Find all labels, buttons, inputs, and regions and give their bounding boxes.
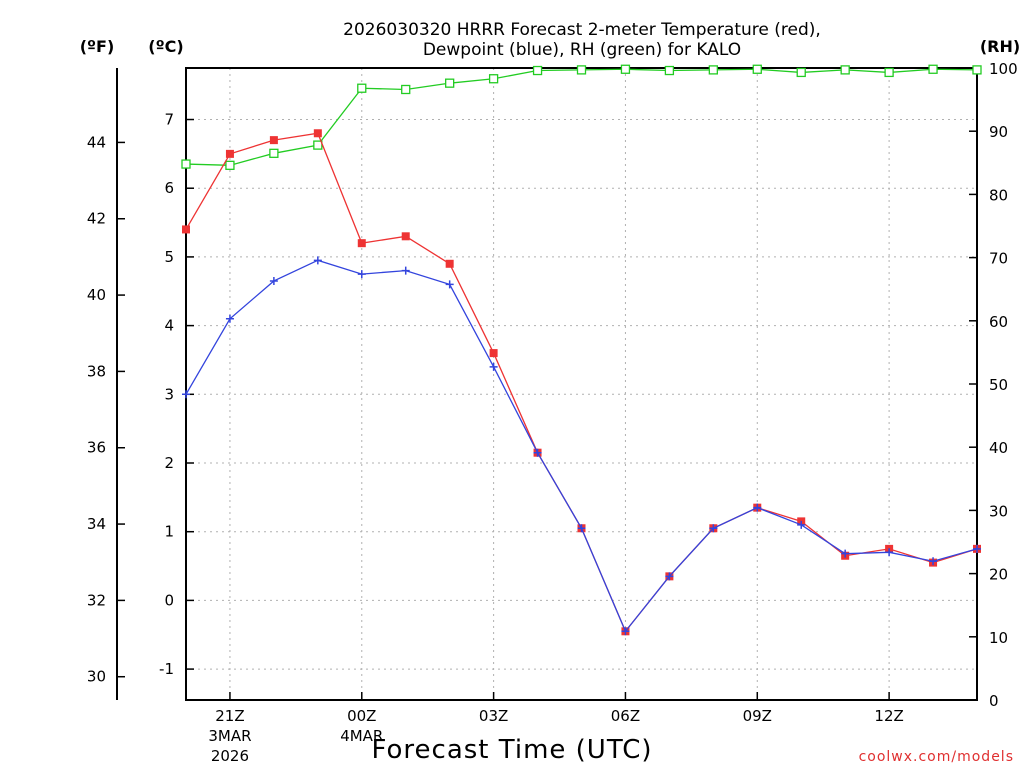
rh-point xyxy=(532,65,543,76)
rh-point xyxy=(708,65,718,75)
rh-tick-label: 80 xyxy=(989,186,1008,204)
fahrenheit-tick-label: 36 xyxy=(87,439,106,457)
rh-unit-label: (RH) xyxy=(980,37,1020,56)
dewpoint-point xyxy=(533,448,542,457)
rh-point xyxy=(620,64,631,74)
fahrenheit-tick-label: 38 xyxy=(87,362,106,380)
celsius-tick-label: 5 xyxy=(164,248,174,266)
dewpoint-point xyxy=(357,270,366,279)
celsius-tick-label: 4 xyxy=(164,317,174,335)
rh-tick-label: 10 xyxy=(989,629,1008,647)
rh-point xyxy=(928,64,938,74)
x-tick-date: 4MAR xyxy=(340,727,383,745)
rh-point xyxy=(664,65,675,76)
dewpoint-point xyxy=(445,280,454,289)
rh-tick-label: 90 xyxy=(989,123,1008,141)
rh-point xyxy=(225,160,235,170)
temperature-point xyxy=(401,232,410,241)
celsius-tick-label: 1 xyxy=(164,523,174,541)
x-tick-label: 21Z xyxy=(215,707,244,725)
rh-point xyxy=(269,148,279,158)
rh-tick-label: 70 xyxy=(989,250,1008,268)
plot-frame xyxy=(185,67,978,701)
dewpoint-point xyxy=(929,557,938,566)
dewpoint-point xyxy=(489,362,498,371)
dewpoint-point xyxy=(401,266,410,275)
rh-tick-label: 50 xyxy=(989,376,1008,394)
celsius-tick-label: 2 xyxy=(164,454,174,472)
dewpoint-point xyxy=(313,256,322,265)
fahrenheit-unit-label: (ºF) xyxy=(80,37,115,56)
rh-point xyxy=(576,65,587,75)
fahrenheit-tick-label: 42 xyxy=(87,210,106,228)
x-tick-label: 00Z xyxy=(347,707,376,725)
series-layer xyxy=(181,64,982,636)
fahrenheit-tick-label: 44 xyxy=(87,133,106,151)
temperature-point xyxy=(225,149,234,158)
dewpoint-point xyxy=(269,276,278,285)
x-tick-label: 09Z xyxy=(743,707,772,725)
dewpoint-point xyxy=(225,314,234,323)
temperature-point xyxy=(269,136,278,145)
chart-title-line2: Dewpoint (blue), RH (green) for KALO xyxy=(423,40,741,60)
dewpoint-point xyxy=(182,390,190,399)
dewpoint-point xyxy=(665,572,674,581)
rh-point xyxy=(401,84,411,95)
x-tick-label: 12Z xyxy=(874,707,903,725)
rh-tick-label: 20 xyxy=(989,566,1008,584)
dewpoint-point xyxy=(797,520,806,529)
x-tick-label: 03Z xyxy=(479,707,508,725)
dewpoint-point xyxy=(841,549,850,558)
temperature-point xyxy=(489,349,498,358)
tick-labels: -101234567303234363840424401020304050607… xyxy=(87,60,1018,765)
x-tick-label: 06Z xyxy=(611,707,640,725)
credit-text: coolwx.com/models xyxy=(859,749,1014,765)
fahrenheit-tick-label: 32 xyxy=(87,591,106,609)
rh-tick-label: 60 xyxy=(989,313,1008,331)
rh-tick-label: 0 xyxy=(989,692,999,710)
celsius-tick-label: -1 xyxy=(159,660,174,678)
rh-point xyxy=(445,78,455,88)
celsius-tick-label: 6 xyxy=(164,179,174,197)
dewpoint-point xyxy=(577,524,586,533)
celsius-tick-label: 0 xyxy=(164,591,174,609)
dewpoint-point xyxy=(709,524,718,533)
rh-line xyxy=(185,68,978,166)
rh-point xyxy=(972,65,982,75)
x-tick-date: 3MAR xyxy=(208,727,251,745)
x-tick-year: 2026 xyxy=(211,747,249,765)
temperature-point xyxy=(357,239,366,248)
fahrenheit-tick-label: 40 xyxy=(87,286,106,304)
temperature-point xyxy=(445,259,454,268)
fahrenheit-tick-label: 30 xyxy=(87,668,106,686)
rh-tick-label: 40 xyxy=(989,439,1008,457)
dewpoint-point xyxy=(753,503,762,512)
axes xyxy=(116,67,978,701)
rh-tick-label: 30 xyxy=(989,502,1008,520)
gridlines xyxy=(186,68,977,700)
dewpoint-point xyxy=(621,627,630,636)
celsius-tick-label: 7 xyxy=(164,111,174,129)
temperature-point xyxy=(182,225,190,234)
rh-tick-label: 100 xyxy=(989,60,1018,78)
x-axis-title: Forecast Time (UTC) xyxy=(371,735,652,765)
celsius-unit-label: (ºC) xyxy=(148,37,183,56)
rh-point xyxy=(313,140,323,150)
fahrenheit-tick-label: 34 xyxy=(87,515,106,533)
dewpoint-point xyxy=(973,544,981,553)
dewpoint-point xyxy=(885,548,894,557)
dewpoint-line xyxy=(185,259,978,633)
temperature-line xyxy=(185,132,978,633)
rh-point xyxy=(840,65,850,75)
rh-point xyxy=(357,83,367,93)
chart-title-line1: 2026030320 HRRR Forecast 2-meter Tempera… xyxy=(343,20,821,40)
rh-point xyxy=(752,64,762,74)
celsius-tick-label: 3 xyxy=(164,385,174,403)
temperature-point xyxy=(313,129,322,138)
rh-point xyxy=(181,159,191,169)
rh-point xyxy=(884,67,894,78)
rh-point xyxy=(488,74,499,84)
rh-point xyxy=(796,67,806,78)
